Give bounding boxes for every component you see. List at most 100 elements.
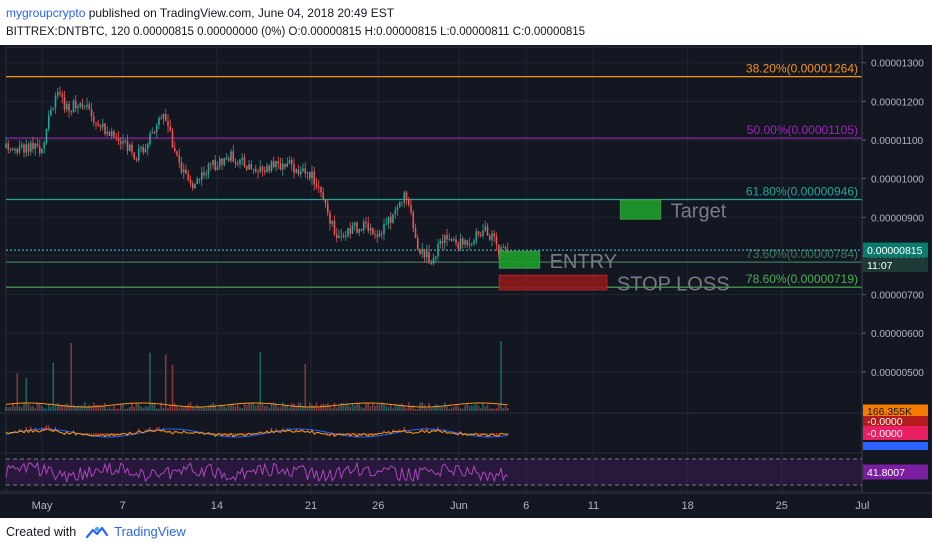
volume-bar bbox=[47, 404, 50, 411]
candle-body bbox=[398, 202, 401, 208]
countdown-badge-bg bbox=[863, 258, 928, 273]
candle-body bbox=[311, 171, 313, 179]
macd-hist-bar bbox=[48, 425, 50, 431]
candle-body bbox=[214, 160, 217, 170]
candle-body bbox=[360, 229, 363, 231]
candle-body bbox=[434, 256, 437, 259]
volume-bar bbox=[245, 404, 248, 411]
candle-body bbox=[113, 131, 115, 138]
volume-bar bbox=[387, 406, 390, 411]
candle-body bbox=[41, 148, 43, 154]
candle-body bbox=[117, 137, 120, 142]
candle-body bbox=[351, 225, 354, 234]
candle-body bbox=[7, 143, 10, 150]
volume-bar bbox=[173, 403, 176, 411]
price-chart[interactable]: 38.20%(0.00001264) 50.00%(0.00001105) 61.8… bbox=[0, 45, 932, 518]
macd-hist-bar bbox=[149, 426, 151, 431]
candle-body bbox=[266, 165, 268, 172]
volume-bar bbox=[358, 402, 361, 411]
volume-bar bbox=[16, 373, 19, 411]
macd-hist-bar bbox=[97, 433, 99, 437]
volume-badge-bg bbox=[863, 404, 928, 418]
candle-body bbox=[137, 148, 140, 161]
volume-bar bbox=[441, 406, 444, 411]
candle-body bbox=[54, 95, 57, 108]
volume-bar bbox=[72, 404, 75, 411]
stop-loss-label: STOP LOSS bbox=[617, 274, 730, 296]
volume-bar bbox=[243, 403, 246, 411]
candle-body bbox=[20, 144, 23, 147]
volume-bar bbox=[378, 404, 381, 411]
candle-body bbox=[254, 168, 257, 172]
volume-bar bbox=[405, 407, 408, 411]
volume-bar bbox=[162, 407, 165, 411]
candle-body bbox=[297, 169, 300, 175]
candle-body bbox=[380, 233, 383, 235]
macd-hist-bar bbox=[95, 433, 97, 436]
volume-bar bbox=[432, 406, 435, 411]
volume-bar bbox=[362, 407, 365, 411]
volume-bar bbox=[191, 406, 194, 411]
candle-body bbox=[450, 239, 453, 241]
volume-bar bbox=[65, 403, 68, 411]
volume-bar bbox=[401, 403, 403, 411]
volume-bar bbox=[275, 404, 277, 411]
candle-body bbox=[160, 117, 163, 119]
volume-bar bbox=[360, 407, 363, 411]
volume-bar bbox=[286, 404, 289, 411]
volume-bar bbox=[63, 404, 66, 411]
target-label: Target bbox=[671, 201, 727, 223]
x-tick-label: 26 bbox=[372, 500, 384, 512]
candle-body bbox=[110, 131, 113, 136]
candle-body bbox=[162, 114, 165, 119]
volume-bar bbox=[216, 408, 219, 411]
candle-body bbox=[216, 166, 219, 170]
candle-body bbox=[288, 159, 291, 164]
candle-body bbox=[99, 125, 102, 128]
volume-bar bbox=[423, 404, 426, 411]
fib-label: 38.20%(0.00001264) bbox=[746, 62, 858, 76]
volume-bar bbox=[23, 403, 25, 411]
volume-bar bbox=[101, 405, 104, 411]
macd-hist-bar bbox=[270, 427, 273, 432]
candle-body bbox=[18, 146, 21, 153]
author-link[interactable]: mygroupcrypto bbox=[6, 6, 86, 20]
volume-bar bbox=[95, 405, 97, 411]
candle-body bbox=[389, 216, 392, 223]
y-tick-label: 0.00001300 bbox=[871, 59, 924, 70]
volume-bar bbox=[209, 404, 212, 411]
volume-bar bbox=[326, 403, 329, 411]
tradingview-link[interactable]: TradingView bbox=[114, 524, 186, 539]
volume-bar bbox=[122, 404, 124, 411]
volume-bar bbox=[385, 406, 388, 411]
candle-body bbox=[88, 104, 91, 110]
candle-body bbox=[401, 202, 403, 204]
volume-bar bbox=[79, 405, 82, 411]
volume-bar bbox=[396, 404, 399, 411]
chart-panel[interactable]: 38.20%(0.00001264) 50.00%(0.00001105) 61.8… bbox=[0, 45, 932, 518]
candle-body bbox=[353, 222, 356, 226]
candle-body bbox=[322, 192, 325, 200]
volume-bar bbox=[178, 407, 181, 411]
candle-body bbox=[178, 154, 181, 163]
macd-hist-bar bbox=[45, 425, 48, 431]
volume-bar bbox=[137, 404, 140, 411]
candle-body bbox=[5, 143, 7, 149]
candle-body bbox=[275, 161, 277, 168]
candle-body bbox=[394, 209, 397, 215]
volume-bar bbox=[376, 404, 379, 411]
macd-hist-bar bbox=[138, 428, 140, 432]
candle-body bbox=[455, 239, 457, 244]
candle-body bbox=[317, 186, 320, 188]
candle-body bbox=[430, 262, 433, 264]
candle-body bbox=[437, 244, 439, 257]
macd-badge-2: -0.0000 bbox=[867, 428, 903, 440]
candle-body bbox=[248, 164, 250, 170]
macd-hist-bar bbox=[327, 433, 329, 436]
volume-bar bbox=[500, 341, 502, 411]
macd-hist-bar bbox=[99, 433, 102, 436]
macd-hist-bar bbox=[104, 433, 106, 438]
candle-body bbox=[331, 220, 334, 224]
candle-body bbox=[250, 164, 253, 170]
volume-bar bbox=[439, 406, 442, 411]
